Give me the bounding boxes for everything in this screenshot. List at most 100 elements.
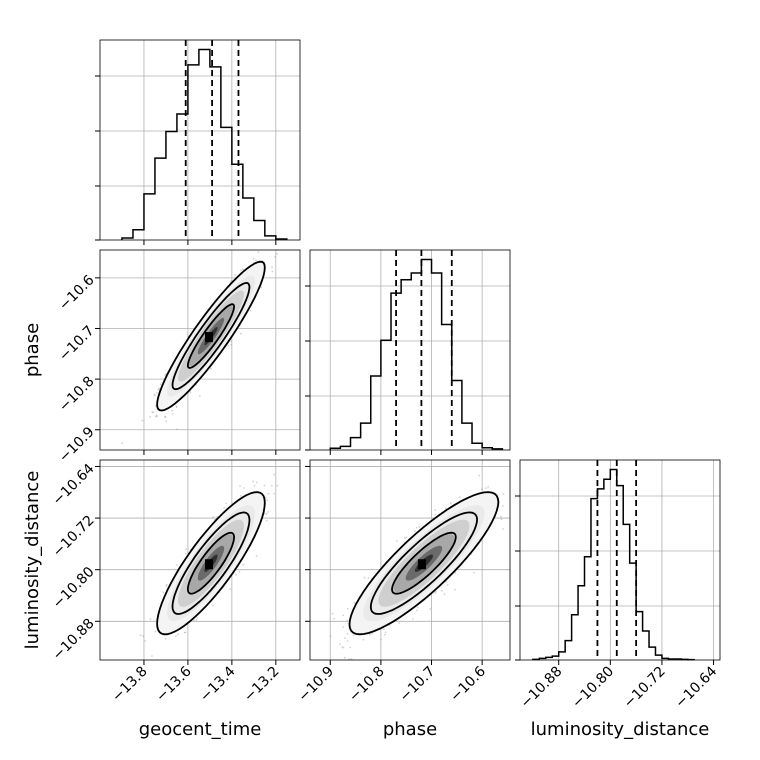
sample-point xyxy=(152,411,155,413)
sample-point xyxy=(416,609,418,612)
contour-line xyxy=(186,303,236,369)
sample-point xyxy=(362,638,365,641)
sample-point xyxy=(177,633,180,636)
sample-point xyxy=(331,612,334,615)
x-tick-label: −10.88 xyxy=(518,664,566,712)
sample-point xyxy=(454,571,457,574)
sample-point xyxy=(171,409,174,412)
sample-point xyxy=(502,528,504,530)
sample-point xyxy=(212,604,214,607)
sample-point xyxy=(238,570,241,573)
sample-point xyxy=(164,416,167,419)
panel-frame xyxy=(99,39,301,241)
sample-point xyxy=(343,656,346,659)
sample-point xyxy=(255,555,258,557)
sample-point xyxy=(473,571,475,574)
sample-point xyxy=(153,393,156,396)
sample-point xyxy=(184,631,187,634)
sample-point xyxy=(193,619,195,622)
panel-frame xyxy=(309,459,511,661)
sample-point xyxy=(522,476,524,478)
y-tick-label: −10.6 xyxy=(56,272,98,314)
sample-point xyxy=(487,485,490,488)
sample-point xyxy=(223,506,226,509)
sample-point xyxy=(342,626,345,628)
histogram-luminosity-distance xyxy=(532,468,695,661)
density-peak xyxy=(204,559,213,570)
sample-point xyxy=(225,502,228,505)
panel-hist-luminosity-distance: −10.88 −10.80 −10.72 −10.64 xyxy=(515,459,720,712)
x-tick-label: −13.2 xyxy=(241,664,283,706)
panel-2d-geocent-time-vs-phase: −10.9 −10.8 −10.7 −10.6 xyxy=(56,241,301,466)
sample-point xyxy=(155,392,158,394)
sample-point xyxy=(341,646,344,648)
sample-point xyxy=(230,340,233,343)
sample-point xyxy=(184,631,186,634)
sample-point xyxy=(513,480,515,482)
sample-point xyxy=(441,589,443,592)
y-tick-label: −10.64 xyxy=(50,461,98,509)
sample-point xyxy=(145,664,147,666)
sample-point xyxy=(502,493,505,496)
sample-point xyxy=(412,618,414,620)
contour-line xyxy=(171,281,251,391)
panel-hist-geocent-time xyxy=(95,39,301,245)
panel-frame xyxy=(99,249,301,451)
sample-point xyxy=(195,619,198,621)
y-axis-label-phase: phase xyxy=(22,323,43,377)
contour-line xyxy=(156,260,266,412)
y-tick-label: −10.88 xyxy=(50,616,98,664)
sample-point xyxy=(240,269,243,271)
sample-point xyxy=(185,548,188,551)
sample-point xyxy=(273,473,275,476)
sample-point xyxy=(434,513,437,516)
sample-point xyxy=(384,631,387,634)
sample-point xyxy=(141,419,144,422)
sample-point xyxy=(242,268,244,271)
sample-point xyxy=(382,628,385,631)
sample-point xyxy=(267,511,269,513)
sample-point xyxy=(271,485,273,487)
sample-point xyxy=(396,540,398,542)
sample-point xyxy=(271,270,274,273)
sample-point xyxy=(444,507,447,510)
sample-point xyxy=(478,474,481,477)
sample-point xyxy=(164,415,167,418)
sample-point xyxy=(458,496,461,498)
x-tick-label: −13.8 xyxy=(109,664,151,706)
sample-point xyxy=(156,415,159,417)
sample-point xyxy=(350,658,353,660)
sample-point xyxy=(151,411,154,414)
sample-point xyxy=(230,343,233,346)
sample-point xyxy=(165,420,168,423)
sample-point xyxy=(154,415,157,418)
sample-point xyxy=(175,635,177,638)
sample-point xyxy=(273,492,276,495)
sample-point xyxy=(384,633,386,636)
sample-point xyxy=(175,405,178,408)
sample-point xyxy=(121,442,124,445)
panel-frame xyxy=(99,459,301,661)
contour-line xyxy=(186,531,236,595)
sample-point xyxy=(196,616,199,619)
x-tick-label: −10.6 xyxy=(447,663,489,705)
sample-point xyxy=(500,515,502,518)
sample-point xyxy=(434,509,437,511)
y-tick-label: −10.8 xyxy=(56,373,98,415)
sample-point xyxy=(144,640,147,642)
sample-point xyxy=(142,635,145,637)
sample-point xyxy=(271,266,273,269)
sample-point xyxy=(240,332,242,335)
sample-point xyxy=(281,241,283,243)
x-axis-label-phase: phase xyxy=(383,719,437,740)
y-tick-label: −10.7 xyxy=(56,323,98,365)
x-tick-label: −13.4 xyxy=(197,663,239,705)
sample-point xyxy=(414,530,416,533)
sample-point xyxy=(346,619,349,622)
sample-point xyxy=(175,564,178,567)
sample-point xyxy=(348,658,351,660)
sample-point xyxy=(198,395,201,398)
sample-point xyxy=(267,492,270,495)
sample-point xyxy=(242,563,245,566)
